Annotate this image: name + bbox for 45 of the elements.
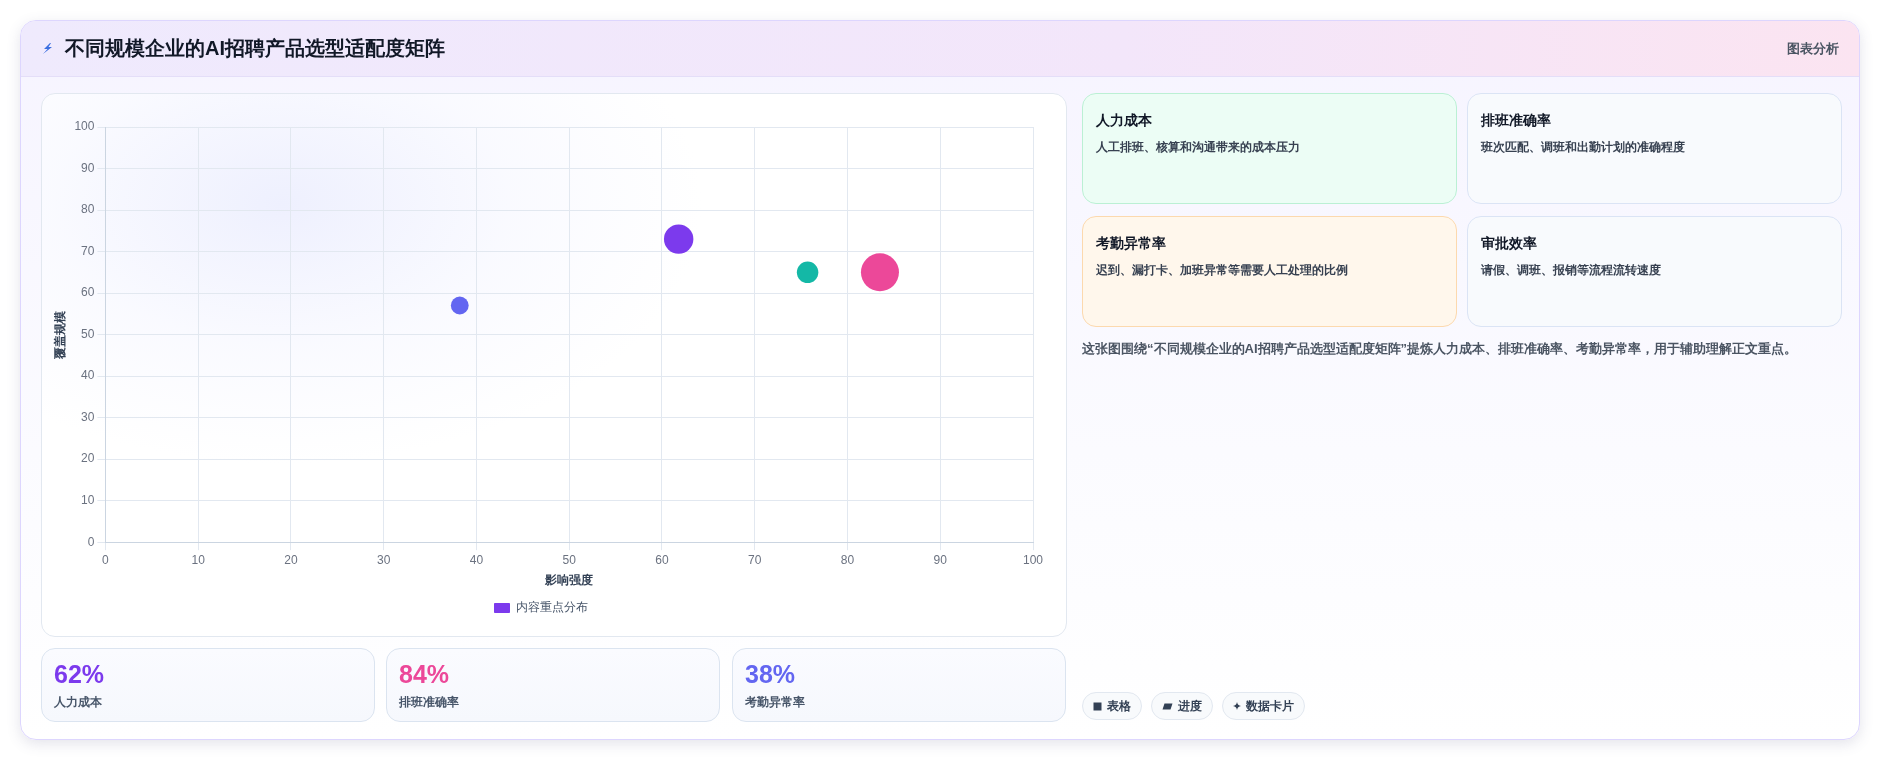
text: 考勤异常率 (745, 694, 805, 710)
text: 数据卡片 (1246, 697, 1294, 715)
text: 图表分析 (1787, 40, 1839, 58)
text: 人工排班、核算和沟通带来的成本压力 (1096, 139, 1300, 155)
x-tick-label: 90 (933, 552, 948, 567)
x-tick-label: 70 (748, 552, 762, 567)
y-tick-label: 100 (74, 119, 95, 134)
text: 排班准确率 (1481, 112, 1551, 128)
text: 62% (54, 660, 105, 688)
x-tick-label: 40 (469, 552, 484, 567)
text: 表格 (1107, 697, 1131, 715)
x-tick-label: 20 (284, 552, 298, 567)
text: 考勤异常率 (1096, 235, 1166, 251)
x-tick-label: 80 (840, 552, 855, 567)
text: 84% (399, 660, 450, 688)
y-tick-label: 60 (81, 285, 95, 300)
y-tick-label: 20 (81, 451, 95, 466)
text: 迟到、漏打卡、加班异常等需要人工处理的比例 (1096, 262, 1348, 278)
x-tick-label: 50 (562, 552, 577, 567)
text: 排班准确率 (399, 694, 459, 710)
y-tick-label: 0 (87, 534, 95, 549)
y-tick-label: 70 (81, 243, 95, 258)
text: 审批效率 (1481, 235, 1537, 251)
y-tick-label: 40 (81, 368, 95, 383)
x-tick-label: 100 (1022, 552, 1044, 567)
y-tick-label: 30 (81, 409, 95, 424)
text: 进度 (1178, 697, 1202, 715)
y-tick-label: 90 (81, 160, 95, 175)
y-tick-label: 10 (81, 492, 95, 507)
y-tick-label: 50 (81, 326, 95, 341)
x-tick-label: 0 (102, 552, 110, 567)
legend-label: 内容重点分布 (515, 600, 588, 615)
text: 人力成本 (54, 694, 102, 710)
text: 请假、调班、报销等流程流转速度 (1481, 262, 1661, 278)
x-tick-label: 10 (191, 552, 206, 567)
y-tick-label: 80 (81, 202, 95, 217)
x-axis-title: 影响强度 (544, 573, 594, 588)
text: 不同规模企业的AI招聘产品选型适配度矩阵 (65, 36, 445, 61)
text: 这张图围绕“不同规模企业的AI招聘产品选型适配度矩阵”提炼人力成本、排班准确率、考勤异常率，用于辅助理解正文重点。 (1082, 340, 1797, 357)
x-tick-label: 30 (377, 552, 391, 567)
y-axis-title: 覆盖规模 (52, 310, 67, 360)
text: 38% (745, 660, 796, 688)
x-tick-label: 60 (655, 552, 669, 567)
text: 人力成本 (1096, 112, 1152, 128)
text: 班次匹配、调班和出勤计划的准确程度 (1481, 139, 1685, 155)
